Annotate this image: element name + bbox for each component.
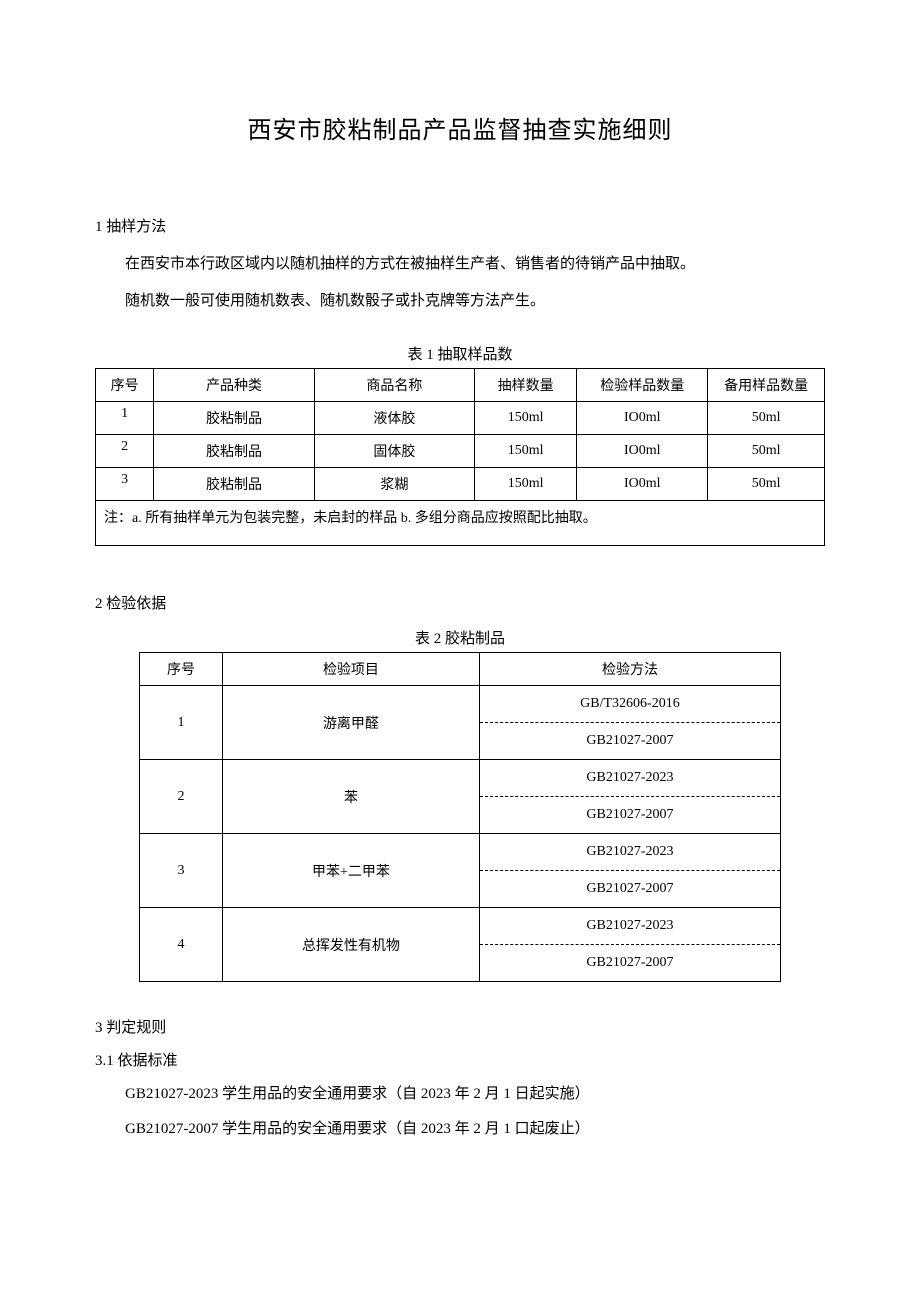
t1-cell: 胶粘制品 (154, 402, 314, 435)
table-2-caption: 表 2 胶粘制品 (95, 627, 825, 648)
section-3-1-heading: 3.1 依据标准 (95, 1049, 825, 1070)
t1-cell: 1 (96, 402, 154, 435)
t2-seq: 2 (139, 760, 222, 834)
table-1-note: 注：a. 所有抽样单元为包装完整，未启封的样品 b. 多组分商品应按照配比抽取。 (96, 501, 825, 546)
table-2-body: 1 游离甲醛 GB/T32606-2016 GB21027-2007 2 苯 G… (139, 686, 780, 982)
standard-line-2: GB21027-2007 学生用品的安全通用要求（自 2023 年 2 月 1 … (95, 1115, 825, 1144)
t1-cell: 固体胶 (314, 435, 474, 468)
t2-method: GB21027-2007 (480, 796, 780, 833)
table-row: 3 甲苯+二甲苯 GB21027-2023 GB21027-2007 (139, 834, 780, 908)
t2-method: GB21027-2023 (480, 908, 780, 944)
t1-cell: 浆糊 (314, 468, 474, 501)
t2-h-1: 检验项目 (223, 653, 480, 686)
section-1-heading: 1 抽样方法 (95, 215, 825, 236)
t2-methods: GB/T32606-2016 GB21027-2007 (479, 686, 780, 760)
t2-methods: GB21027-2023 GB21027-2007 (479, 908, 780, 982)
table-row: 4 总挥发性有机物 GB21027-2023 GB21027-2007 (139, 908, 780, 982)
table-row: 1 胶粘制品 液体胶 150ml IO0ml 50ml (96, 402, 825, 435)
t2-methods: GB21027-2023 GB21027-2007 (479, 760, 780, 834)
t1-h-3: 抽样数量 (475, 369, 577, 402)
t2-method: GB/T32606-2016 (480, 686, 780, 722)
t2-method: GB21027-2023 (480, 834, 780, 870)
t2-item: 甲苯+二甲苯 (223, 834, 480, 908)
t2-method: GB21027-2023 (480, 760, 780, 796)
t1-cell: 50ml (708, 402, 825, 435)
t1-cell: 150ml (475, 435, 577, 468)
standard-line-1: GB21027-2023 学生用品的安全通用要求（自 2023 年 2 月 1 … (95, 1080, 825, 1109)
document-title: 西安市胶粘制品产品监督抽查实施细则 (95, 110, 825, 145)
t1-h-0: 序号 (96, 369, 154, 402)
table-row: 2 苯 GB21027-2023 GB21027-2007 (139, 760, 780, 834)
section-1-para-1: 在西安市本行政区域内以随机抽样的方式在被抽样生产者、销售者的待销产品中抽取。 (95, 250, 825, 279)
table-1-body: 1 胶粘制品 液体胶 150ml IO0ml 50ml 2 胶粘制品 固体胶 1… (96, 402, 825, 546)
t2-method: GB21027-2007 (480, 722, 780, 759)
table-2-header-row: 序号 检验项目 检验方法 (139, 653, 780, 686)
t1-h-4: 检验样品数量 (577, 369, 708, 402)
table-row: 2 胶粘制品 固体胶 150ml IO0ml 50ml (96, 435, 825, 468)
t1-h-5: 备用样品数量 (708, 369, 825, 402)
t2-seq: 4 (139, 908, 222, 982)
t2-item: 总挥发性有机物 (223, 908, 480, 982)
table-1-caption: 表 1 抽取样品数 (95, 343, 825, 364)
t1-cell: 2 (96, 435, 154, 468)
t1-cell: 胶粘制品 (154, 435, 314, 468)
t2-seq: 1 (139, 686, 222, 760)
t2-methods: GB21027-2023 GB21027-2007 (479, 834, 780, 908)
section-1-para-2: 随机数一般可使用随机数表、随机数骰子或扑克牌等方法产生。 (95, 287, 825, 316)
t1-cell: 胶粘制品 (154, 468, 314, 501)
table-2: 序号 检验项目 检验方法 1 游离甲醛 GB/T32606-2016 GB210… (139, 652, 781, 982)
t1-h-2: 商品名称 (314, 369, 474, 402)
t1-cell: 液体胶 (314, 402, 474, 435)
t1-cell: IO0ml (577, 435, 708, 468)
t1-cell: 150ml (475, 402, 577, 435)
t2-h-2: 检验方法 (479, 653, 780, 686)
document-page: 西安市胶粘制品产品监督抽查实施细则 1 抽样方法 在西安市本行政区域内以随机抽样… (0, 0, 920, 1209)
t1-cell: IO0ml (577, 468, 708, 501)
t2-item: 游离甲醛 (223, 686, 480, 760)
table-1-note-row: 注：a. 所有抽样单元为包装完整，未启封的样品 b. 多组分商品应按照配比抽取。 (96, 501, 825, 546)
table-row: 1 游离甲醛 GB/T32606-2016 GB21027-2007 (139, 686, 780, 760)
t2-item: 苯 (223, 760, 480, 834)
t2-h-0: 序号 (139, 653, 222, 686)
t1-h-1: 产品种类 (154, 369, 314, 402)
t1-cell: 50ml (708, 435, 825, 468)
t1-cell: IO0ml (577, 402, 708, 435)
section-3-heading: 3 判定规则 (95, 1016, 825, 1037)
section-2-heading: 2 检验依据 (95, 592, 825, 613)
t1-cell: 3 (96, 468, 154, 501)
t1-cell: 50ml (708, 468, 825, 501)
t1-cell: 150ml (475, 468, 577, 501)
table-row: 3 胶粘制品 浆糊 150ml IO0ml 50ml (96, 468, 825, 501)
table-1-header-row: 序号 产品种类 商品名称 抽样数量 检验样品数量 备用样品数量 (96, 369, 825, 402)
t2-method: GB21027-2007 (480, 870, 780, 907)
table-1: 序号 产品种类 商品名称 抽样数量 检验样品数量 备用样品数量 1 胶粘制品 液… (95, 368, 825, 546)
t2-seq: 3 (139, 834, 222, 908)
t2-method: GB21027-2007 (480, 944, 780, 981)
